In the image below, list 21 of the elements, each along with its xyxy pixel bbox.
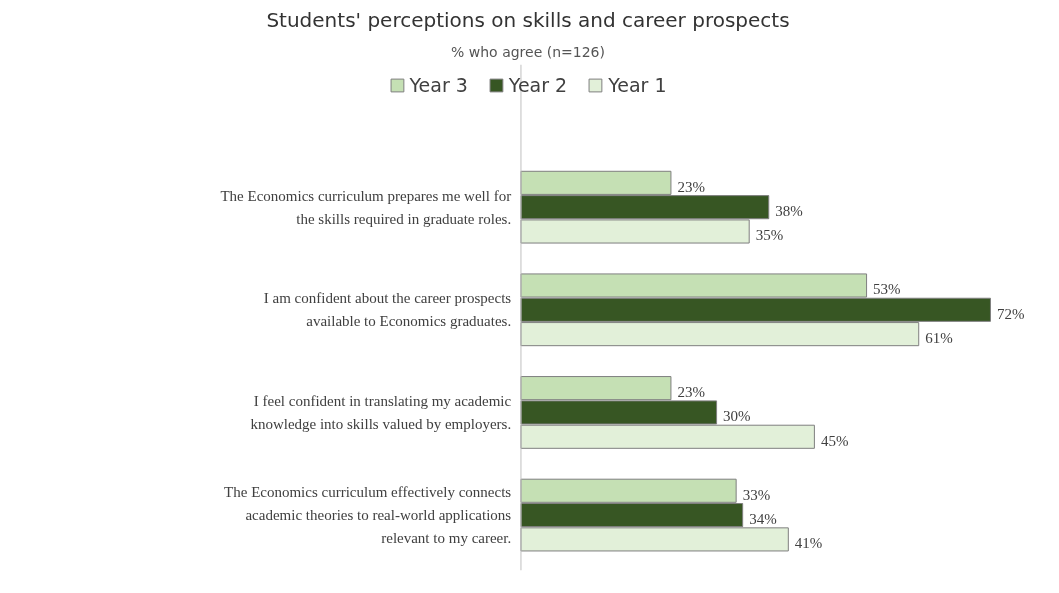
data-label: 23%	[677, 178, 705, 195]
chart-title: Students' perceptions on skills and career prospects	[266, 7, 790, 32]
y-tick-label: The Economics curriculum effectively connects academic theories to real-world applications relevant to my career.	[224, 483, 512, 547]
data-label: 30%	[723, 408, 751, 425]
legend-label: Year 1	[608, 74, 667, 96]
data-label: 38%	[775, 203, 803, 220]
y-tick-label: I feel confident in translating my academic knowledge into skills valued by employers.	[250, 392, 512, 433]
data-label: 41%	[794, 535, 823, 552]
y-tick-label: The Economics curriculum prepares me well for the skills required in graduate roles.	[220, 187, 512, 227]
data-label: 23%	[677, 384, 705, 401]
chart-subtitle: % who agree (n=126)	[451, 43, 605, 60]
legend-label: Year 3	[409, 74, 468, 96]
legend-label: Year 2	[508, 74, 568, 96]
y-tick-label: I am confident about the career prospects available to Economics graduates.	[263, 290, 512, 330]
data-label: 35%	[755, 227, 784, 244]
data-label: 45%	[820, 432, 849, 449]
data-label: 33%	[742, 486, 771, 503]
data-label: 61%	[925, 330, 953, 347]
data-label: 53%	[873, 281, 901, 298]
data-label: 34%	[749, 511, 777, 528]
data-label: 72%	[996, 305, 1025, 322]
